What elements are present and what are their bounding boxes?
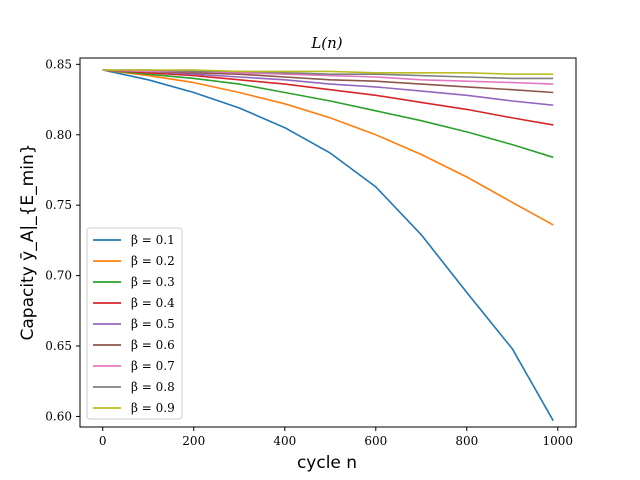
chart-title: L(n) <box>310 34 342 52</box>
legend-label-6: β = 0.6 <box>131 338 175 352</box>
x-tick-label: 800 <box>455 434 478 448</box>
x-tick-label: 400 <box>273 434 296 448</box>
x-tick-label: 200 <box>182 434 205 448</box>
y-tick-label: 0.70 <box>45 269 72 283</box>
series-line-9 <box>102 69 554 75</box>
series-line-2 <box>102 69 554 226</box>
series-line-3 <box>102 69 554 159</box>
y-tick-label: 0.65 <box>45 339 72 353</box>
series-layer <box>102 69 554 422</box>
series-line-1 <box>102 69 554 422</box>
y-axis-ticks: 0.60 0.65 0.70 0.75 0.80 0.85 <box>45 57 80 423</box>
legend-label-8: β = 0.8 <box>131 380 175 394</box>
legend-label-4: β = 0.4 <box>131 296 175 310</box>
x-tick-label: 0 <box>99 434 107 448</box>
legend-box <box>86 227 183 420</box>
legend-label-9: β = 0.9 <box>131 401 175 415</box>
series-line-5 <box>102 69 554 106</box>
legend-label-1: β = 0.1 <box>131 233 175 247</box>
legend-label-7: β = 0.7 <box>131 359 175 373</box>
y-tick-label: 0.60 <box>45 409 72 423</box>
x-axis-ticks: 0 200 400 600 800 1000 <box>99 427 573 448</box>
legend: β = 0.1 β = 0.2 β = 0.3 β = 0.4 β = 0.5 β = 0… <box>86 227 183 420</box>
legend-label-2: β = 0.2 <box>131 254 175 268</box>
x-axis-label: cycle n <box>297 453 357 473</box>
x-tick-label: 1000 <box>543 434 574 448</box>
legend-label-3: β = 0.3 <box>131 275 175 289</box>
legend-label-5: β = 0.5 <box>131 317 175 331</box>
y-tick-label: 0.75 <box>45 198 72 212</box>
series-line-4 <box>102 69 554 126</box>
x-tick-label: 600 <box>364 434 387 448</box>
plot-frame <box>79 57 577 428</box>
series-line-6 <box>102 69 554 94</box>
y-tick-label: 0.85 <box>45 57 72 71</box>
y-tick-label: 0.80 <box>45 128 72 142</box>
series-line-8 <box>102 69 554 80</box>
y-axis-label: Capacity ȳ_A|_{E_min} <box>18 143 38 340</box>
